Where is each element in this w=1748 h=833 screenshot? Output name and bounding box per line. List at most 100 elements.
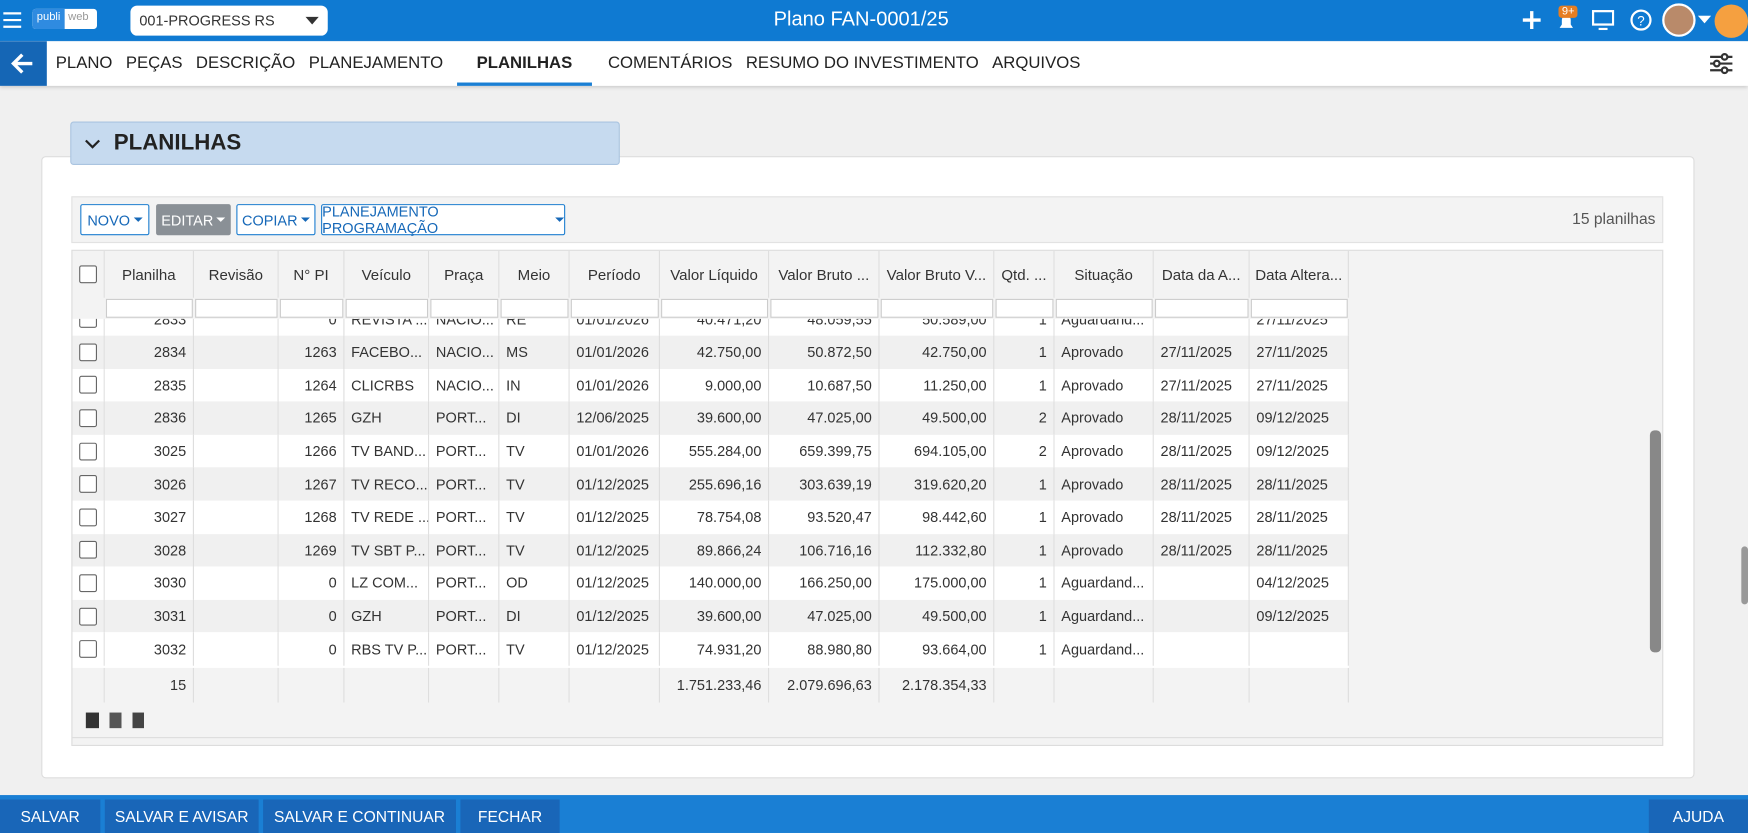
action-button[interactable]: SALVAR E CONTINUAR (263, 800, 456, 833)
column-header[interactable]: Veículo (344, 251, 429, 298)
toolbar-button[interactable]: COPIAR (236, 204, 315, 235)
filter-input[interactable] (996, 299, 1054, 318)
help-icon[interactable]: ? (1630, 9, 1652, 31)
checkbox-cell (72, 567, 104, 600)
checkbox[interactable] (79, 607, 97, 625)
button-label: PLANEJAMENTO PROGRAMAÇÃO (322, 203, 552, 236)
filter-input[interactable] (770, 299, 878, 318)
checkbox[interactable] (79, 508, 97, 526)
grid-cell: 50.872,50 (769, 336, 879, 369)
column-header[interactable]: N° PI (279, 251, 345, 298)
grid-cell: 166.250,00 (769, 567, 879, 600)
tab[interactable]: PLANEJAMENTO (302, 41, 450, 86)
grid-cell: 28/11/2025 (1154, 534, 1250, 567)
column-header[interactable]: Situação (1055, 251, 1154, 298)
section-header[interactable]: PLANILHAS (70, 122, 620, 165)
column-header[interactable]: Valor Líquido (660, 251, 769, 298)
checkbox[interactable] (79, 265, 97, 283)
column-header[interactable]: Data da A... (1154, 251, 1250, 298)
filter-input[interactable] (346, 299, 428, 318)
settings-icon[interactable] (1709, 52, 1734, 74)
grid-cell: 1266 (279, 435, 345, 468)
action-button[interactable]: SALVAR E AVISAR (105, 800, 259, 833)
footer-cell (429, 668, 499, 703)
checkbox-cell (72, 501, 104, 534)
filter-input[interactable] (1251, 299, 1348, 318)
grid-cell (194, 468, 279, 501)
grid-cell: 1263 (279, 336, 345, 369)
footer-cell (1250, 668, 1349, 703)
filter-input[interactable] (881, 299, 994, 318)
caret[interactable] (1698, 16, 1711, 25)
checkbox[interactable] (79, 319, 97, 328)
action-button[interactable]: FECHAR (460, 800, 559, 833)
exit-icon[interactable] (1715, 4, 1748, 37)
company-select[interactable]: 001-PROGRESS RS (130, 6, 327, 36)
grid-cell: 01/01/2026 (570, 319, 660, 336)
grid-cell: 3028 (105, 534, 194, 567)
column-header[interactable]: Valor Bruto V... (880, 251, 995, 298)
checkbox[interactable] (79, 409, 97, 427)
toolbar-button[interactable]: PLANEJAMENTO PROGRAMAÇÃO (321, 204, 565, 235)
column-header[interactable]: Revisão (194, 251, 279, 298)
grid-cell: 11.250,00 (880, 369, 995, 402)
filter-input[interactable] (1056, 299, 1153, 318)
tab[interactable]: DESCRIÇÃO (189, 41, 302, 86)
tab[interactable]: PEÇAS (119, 41, 189, 86)
grid-cell: 40.471,20 (660, 319, 769, 336)
avatar[interactable] (1662, 3, 1695, 36)
grid-cell: 89.866,24 (660, 534, 769, 567)
filter-input[interactable] (501, 299, 569, 318)
tab[interactable]: ARQUIVOS (985, 41, 1087, 86)
back-button[interactable] (0, 41, 47, 86)
grid-cell: 28/11/2025 (1250, 534, 1349, 567)
column-header[interactable]: Meio (499, 251, 569, 298)
checkbox[interactable] (79, 475, 97, 493)
filter-input[interactable] (430, 299, 498, 318)
grid-icons[interactable] (86, 713, 153, 729)
grid-cell: 09/12/2025 (1250, 600, 1349, 633)
logo[interactable]: publiweb (32, 9, 97, 29)
add-icon[interactable] (1521, 9, 1543, 31)
grid-cell (194, 567, 279, 600)
resize-handle[interactable] (72, 737, 1663, 746)
grid-cell: 1267 (279, 468, 345, 501)
filter-input[interactable] (106, 299, 193, 318)
tab[interactable]: RESUMO DO INVESTIMENTO (739, 41, 985, 86)
column-header[interactable]: Período (570, 251, 660, 298)
grid-cell: 12/06/2025 (570, 402, 660, 435)
checkbox[interactable] (79, 640, 97, 658)
column-header[interactable]: Qtd. ... (994, 251, 1054, 298)
help-button[interactable]: AJUDA (1649, 800, 1748, 833)
toolbar-button[interactable]: NOVO (80, 204, 149, 235)
filter-input[interactable] (195, 299, 277, 318)
action-button[interactable]: SALVAR (0, 800, 100, 833)
grid-cell: 1269 (279, 534, 345, 567)
checkbox[interactable] (79, 343, 97, 361)
tab[interactable]: PLANO (49, 41, 119, 86)
checkbox[interactable] (79, 376, 97, 394)
checkbox[interactable] (79, 541, 97, 559)
column-header[interactable]: Data Altera... (1250, 251, 1349, 298)
page-scrollbar[interactable] (1741, 546, 1748, 604)
footer-cell (72, 668, 104, 703)
column-header[interactable]: Valor Bruto ... (769, 251, 879, 298)
checkbox[interactable] (79, 442, 97, 460)
monitor-icon[interactable] (1592, 10, 1614, 30)
toolbar-button[interactable]: EDITAR (156, 204, 231, 235)
grid-scrollbar[interactable] (1650, 430, 1661, 652)
filter-input[interactable] (1155, 299, 1249, 318)
column-header[interactable]: Praça (429, 251, 499, 298)
caret (301, 217, 310, 226)
column-header[interactable]: Planilha (105, 251, 194, 298)
checkbox[interactable] (79, 574, 97, 592)
menu-icon[interactable] (2, 10, 22, 30)
grid-cell: 39.600,00 (660, 402, 769, 435)
filter-input[interactable] (571, 299, 659, 318)
filter-input[interactable] (661, 299, 768, 318)
tab[interactable]: PLANILHAS (457, 41, 593, 86)
tab[interactable]: COMENTÁRIOS (601, 41, 739, 86)
grid-cell: 09/12/2025 (1250, 435, 1349, 468)
filter-input[interactable] (280, 299, 344, 318)
grid-cell: 175.000,00 (880, 567, 995, 600)
